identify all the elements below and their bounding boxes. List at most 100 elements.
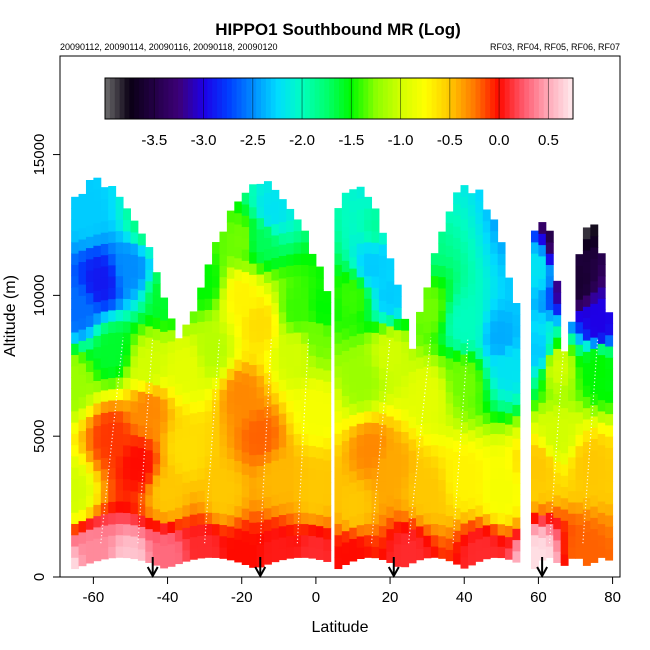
heatmap-cell	[423, 332, 432, 345]
heatmap-cell	[256, 476, 265, 489]
heatmap-cell	[160, 398, 169, 411]
heatmap-cell	[430, 286, 439, 299]
heatmap-cell	[512, 528, 521, 541]
heatmap-cell	[108, 411, 117, 424]
heatmap-cell	[160, 545, 169, 558]
heatmap-cell	[219, 524, 228, 537]
heatmap-cell	[445, 256, 454, 269]
heatmap-cell	[167, 374, 176, 387]
heatmap-cell	[482, 378, 491, 391]
heatmap-cell	[349, 189, 358, 202]
heatmap-cell	[263, 282, 272, 295]
heatmap-cell	[423, 467, 432, 480]
heatmap-cell	[453, 383, 462, 396]
heatmap-cell	[490, 501, 499, 513]
heatmap-cell	[189, 412, 198, 425]
heatmap-cell	[167, 318, 176, 331]
heatmap-cell	[445, 346, 454, 359]
heatmap-cell	[467, 272, 476, 284]
heatmap-cell	[301, 298, 309, 311]
heatmap-cell	[115, 534, 124, 547]
heatmap-cell	[545, 365, 554, 378]
heatmap-cell	[453, 271, 462, 283]
heatmap-cell	[430, 298, 439, 310]
heatmap-cell	[497, 535, 506, 547]
heatmap-cell	[597, 388, 606, 401]
heatmap-cell	[538, 222, 547, 234]
heatmap-cell	[293, 478, 302, 491]
heatmap-cell	[234, 449, 243, 462]
heatmap-cell	[393, 408, 402, 421]
heatmap-cell	[152, 463, 161, 476]
heatmap-cell	[93, 279, 102, 291]
heatmap-cell	[423, 377, 432, 390]
heatmap-cell	[249, 206, 258, 219]
heatmap-cell	[401, 487, 410, 500]
heatmap-cell	[545, 489, 554, 502]
heatmap-cell	[85, 517, 94, 530]
heatmap-cell	[538, 402, 547, 415]
heatmap-cell	[460, 342, 469, 355]
heatmap-cell	[423, 321, 432, 334]
heatmap-cell	[430, 275, 439, 288]
heatmap-cell	[453, 406, 462, 419]
heatmap-cell	[371, 219, 380, 232]
heatmap-cell	[445, 211, 454, 224]
heatmap-cell	[582, 497, 591, 510]
x-tick-label: -40	[157, 589, 179, 606]
heatmap-cell	[453, 293, 462, 306]
heatmap-cell	[278, 480, 287, 493]
heatmap-cell	[467, 418, 476, 431]
heatmap-cell	[497, 354, 506, 367]
heatmap-cell	[115, 546, 124, 558]
heatmap-cell	[108, 208, 117, 221]
heatmap-cell	[597, 298, 606, 311]
heatmap-cell	[512, 426, 521, 439]
heatmap-cell	[323, 516, 332, 529]
heatmap-cell	[453, 473, 462, 486]
heatmap-cell	[341, 429, 350, 442]
heatmap-cell	[315, 367, 324, 380]
heatmap-cell	[249, 398, 258, 411]
heatmap-cell	[174, 428, 183, 441]
heatmap-cell	[438, 366, 447, 379]
heatmap-cell	[278, 503, 287, 516]
heatmap-cell	[453, 316, 462, 329]
heatmap-cell	[430, 455, 439, 468]
heatmap-cell	[226, 480, 235, 493]
heatmap-cell	[386, 382, 395, 394]
heatmap-cell	[152, 317, 161, 330]
heatmap-cell	[219, 547, 228, 559]
heatmap-cell	[341, 260, 350, 273]
heatmap-cell	[256, 285, 265, 298]
heatmap-cell	[204, 433, 213, 446]
heatmap-cell	[226, 278, 235, 290]
heatmap-cell	[538, 346, 547, 358]
heatmap-cell	[401, 555, 410, 568]
heatmap-cell	[271, 403, 280, 416]
heatmap-cell	[249, 387, 258, 399]
heatmap-cell	[364, 219, 373, 232]
heatmap-cell	[189, 502, 198, 515]
heatmap-cell	[137, 526, 146, 539]
heatmap-cell	[145, 370, 154, 383]
heatmap-cell	[100, 333, 109, 346]
heatmap-cell	[71, 264, 80, 277]
colorbar-tick-label: -3.5	[141, 132, 167, 149]
heatmap-cell	[590, 404, 599, 417]
colorbar-tick-label: 0.0	[489, 132, 510, 149]
heatmap-cell	[278, 221, 287, 234]
heatmap-cell	[219, 490, 228, 503]
heatmap-cell	[286, 468, 295, 480]
heatmap-cell	[256, 499, 265, 512]
heatmap-cell	[100, 356, 109, 368]
heatmap-cell	[482, 344, 491, 357]
heatmap-cell	[137, 312, 146, 325]
heatmap-cell	[490, 444, 499, 457]
heatmap-cell	[341, 451, 350, 464]
heatmap-cell	[538, 391, 547, 403]
heatmap-cell	[482, 389, 491, 402]
heatmap-cell	[341, 361, 350, 374]
heatmap-cell	[286, 321, 295, 334]
heatmap-cell	[430, 433, 439, 446]
